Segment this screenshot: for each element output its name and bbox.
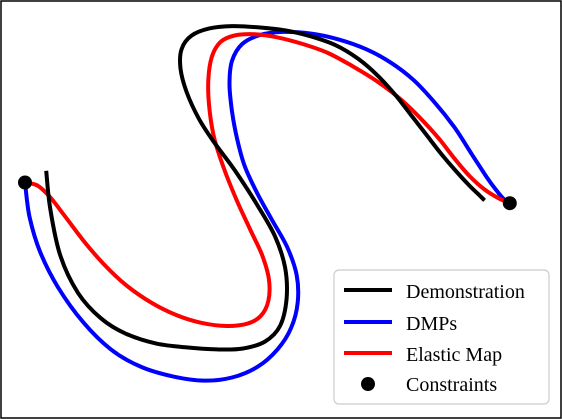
series-layer xyxy=(23,24,511,383)
series-line-demonstration xyxy=(44,24,486,352)
constraint-point-2 xyxy=(502,196,517,211)
constraint-point-1 xyxy=(18,175,32,190)
constraint-markers xyxy=(18,175,517,211)
legend: Demonstration DMPs Elastic Map Constrain… xyxy=(333,269,550,405)
legend-label-constraints: Constraints xyxy=(406,374,497,396)
legend-swatch-constraints xyxy=(361,377,375,391)
legend-label-demonstration: Demonstration xyxy=(406,281,525,303)
legend-box xyxy=(333,269,550,405)
series-line-elastic-map xyxy=(24,32,511,329)
legend-label-elastic-map: Elastic Map xyxy=(406,344,502,366)
series-line-dmps xyxy=(23,29,511,383)
legend-label-dmps: DMPs xyxy=(406,313,457,335)
